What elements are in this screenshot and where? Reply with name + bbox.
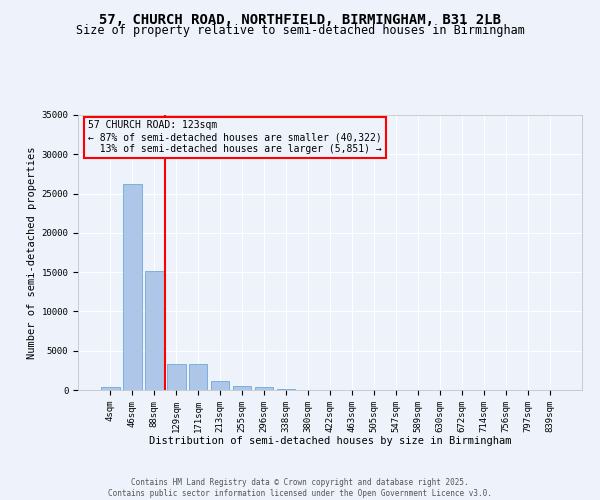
Bar [101,387,119,390]
Text: 57 CHURCH ROAD: 123sqm
← 87% of semi-detached houses are smaller (40,322)
  13% : 57 CHURCH ROAD: 123sqm ← 87% of semi-det… [88,120,382,154]
Bar [145,270,164,390]
X-axis label: Distribution of semi-detached houses by size in Birmingham: Distribution of semi-detached houses by … [149,436,511,446]
Bar [189,364,208,390]
Text: Contains HM Land Registry data © Crown copyright and database right 2025.
Contai: Contains HM Land Registry data © Crown c… [108,478,492,498]
Bar [211,382,229,390]
Bar [233,386,251,390]
Bar [167,364,185,390]
Bar [123,184,142,390]
Text: Size of property relative to semi-detached houses in Birmingham: Size of property relative to semi-detach… [76,24,524,37]
Y-axis label: Number of semi-detached properties: Number of semi-detached properties [27,146,37,359]
Bar [277,389,295,390]
Bar [255,387,274,390]
Text: 57, CHURCH ROAD, NORTHFIELD, BIRMINGHAM, B31 2LB: 57, CHURCH ROAD, NORTHFIELD, BIRMINGHAM,… [99,12,501,26]
